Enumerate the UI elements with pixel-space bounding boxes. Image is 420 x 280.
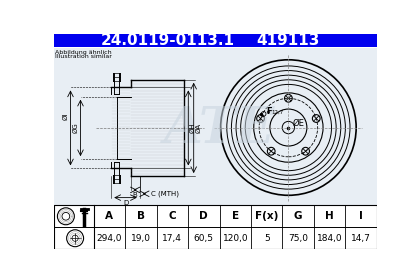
Text: 5: 5 <box>264 234 270 243</box>
Text: ATE: ATE <box>163 105 275 154</box>
Text: I: I <box>359 211 363 221</box>
FancyBboxPatch shape <box>54 48 377 205</box>
Text: 12,7: 12,7 <box>271 110 284 115</box>
Text: 24.0119-0113.1: 24.0119-0113.1 <box>100 33 234 48</box>
Text: Abbildung ähnlich: Abbildung ähnlich <box>55 50 112 55</box>
FancyBboxPatch shape <box>54 34 377 47</box>
Text: ØG: ØG <box>73 123 79 133</box>
Text: D: D <box>123 200 128 206</box>
Text: 75,0: 75,0 <box>288 234 308 243</box>
Text: 60,5: 60,5 <box>194 234 214 243</box>
Text: ØE: ØE <box>292 119 304 128</box>
Text: 19,0: 19,0 <box>131 234 151 243</box>
Text: 120,0: 120,0 <box>223 234 248 243</box>
Text: F: F <box>267 107 272 116</box>
Text: C (MTH): C (MTH) <box>151 190 179 197</box>
Text: F(x): F(x) <box>255 211 278 221</box>
Text: 14,7: 14,7 <box>351 234 371 243</box>
Text: ØI: ØI <box>63 113 69 120</box>
Text: 419113: 419113 <box>257 33 320 48</box>
Text: ØA: ØA <box>196 123 202 133</box>
Text: G: G <box>294 211 302 221</box>
Text: H: H <box>326 211 334 221</box>
Text: E: E <box>232 211 239 221</box>
Text: B: B <box>137 211 145 221</box>
Text: 294,0: 294,0 <box>97 234 122 243</box>
Text: D: D <box>200 211 208 221</box>
Text: ØH: ØH <box>190 123 196 133</box>
Text: Illustration similar: Illustration similar <box>55 54 112 59</box>
Text: 17,4: 17,4 <box>163 234 182 243</box>
FancyBboxPatch shape <box>54 205 377 249</box>
Text: 184,0: 184,0 <box>317 234 343 243</box>
Text: A: A <box>105 211 113 221</box>
Text: B: B <box>133 192 137 198</box>
Text: C: C <box>168 211 176 221</box>
